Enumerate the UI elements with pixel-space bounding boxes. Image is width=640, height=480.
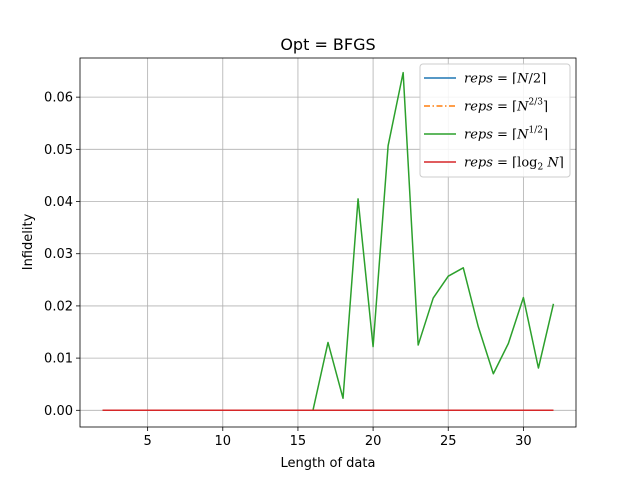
legend-label-part: =: [493, 128, 512, 143]
y-tick-label: 0.01: [44, 352, 73, 367]
x-tick-label: 25: [440, 434, 457, 449]
legend-label-part: ⌉: [559, 156, 564, 171]
legend-label-part: N: [543, 156, 559, 171]
grid-lines: [80, 58, 576, 427]
legend-label-part: reps: [464, 156, 493, 171]
y-axis-ticks: 0.00 0.01 0.02 0.03 0.04 0.05 0.06: [44, 91, 80, 419]
legend-box: [419, 63, 571, 178]
y-tick-label: 0.03: [44, 247, 73, 262]
legend-label-2: reps = ⌈N2/3⌉: [464, 98, 548, 115]
x-tick-label: 15: [290, 434, 307, 449]
y-tick-label: 0.05: [44, 143, 73, 158]
legend-label-part: N: [516, 128, 529, 143]
x-tick-label: 5: [143, 434, 151, 449]
plot-frame: [79, 57, 577, 428]
chart-title: Opt = BFGS: [280, 35, 375, 54]
legend-label-part: /2: [529, 72, 542, 87]
legend-label-part: =: [493, 156, 512, 171]
series-lines: [102, 71, 555, 412]
legend-label-part: log: [517, 156, 537, 171]
legend-label-part: =: [493, 72, 512, 87]
legend: reps = ⌈N/2⌉reps = ⌈N2/3⌉reps = ⌈N1/2⌉re…: [419, 63, 571, 178]
x-axis-ticks: 5 10 15 20 25 30: [143, 427, 532, 449]
x-tick-label: 30: [515, 434, 532, 449]
legend-label-part: reps: [464, 72, 493, 87]
legend-label-part: ⌉: [543, 128, 548, 143]
x-axis-label: Length of data: [281, 456, 376, 471]
x-tick-label: 20: [365, 434, 382, 449]
legend-label-4: reps = ⌈log2 N⌉: [464, 156, 564, 173]
legend-label-1: reps = ⌈N/2⌉: [464, 72, 546, 87]
legend-label-part: 2/3: [529, 98, 544, 108]
legend-label-3: reps = ⌈N1/2⌉: [464, 126, 548, 143]
y-tick-label: 0.04: [44, 195, 73, 210]
y-axis-label: Infidelity: [21, 213, 36, 270]
legend-label-part: ⌈: [512, 72, 517, 87]
legend-label-part: reps: [464, 100, 493, 115]
legend-label-part: ⌉: [541, 72, 546, 87]
legend-label-part: ⌈: [512, 156, 517, 171]
legend-label-part: 2: [537, 163, 543, 173]
y-tick-label: 0.06: [44, 91, 73, 106]
x-tick-label: 10: [215, 434, 232, 449]
legend-label-part: N: [516, 72, 529, 87]
legend-label-part: ⌈: [512, 100, 517, 115]
y-tick-label: 0.02: [44, 299, 73, 314]
legend-label-part: ⌉: [543, 100, 548, 115]
legend-label-part: N: [516, 100, 529, 115]
legend-label-part: =: [493, 100, 512, 115]
legend-label-part: 1/2: [529, 126, 543, 136]
legend-label-part: ⌈: [512, 128, 517, 143]
legend-label-part: reps: [464, 128, 493, 143]
y-tick-label: 0.00: [44, 404, 73, 419]
